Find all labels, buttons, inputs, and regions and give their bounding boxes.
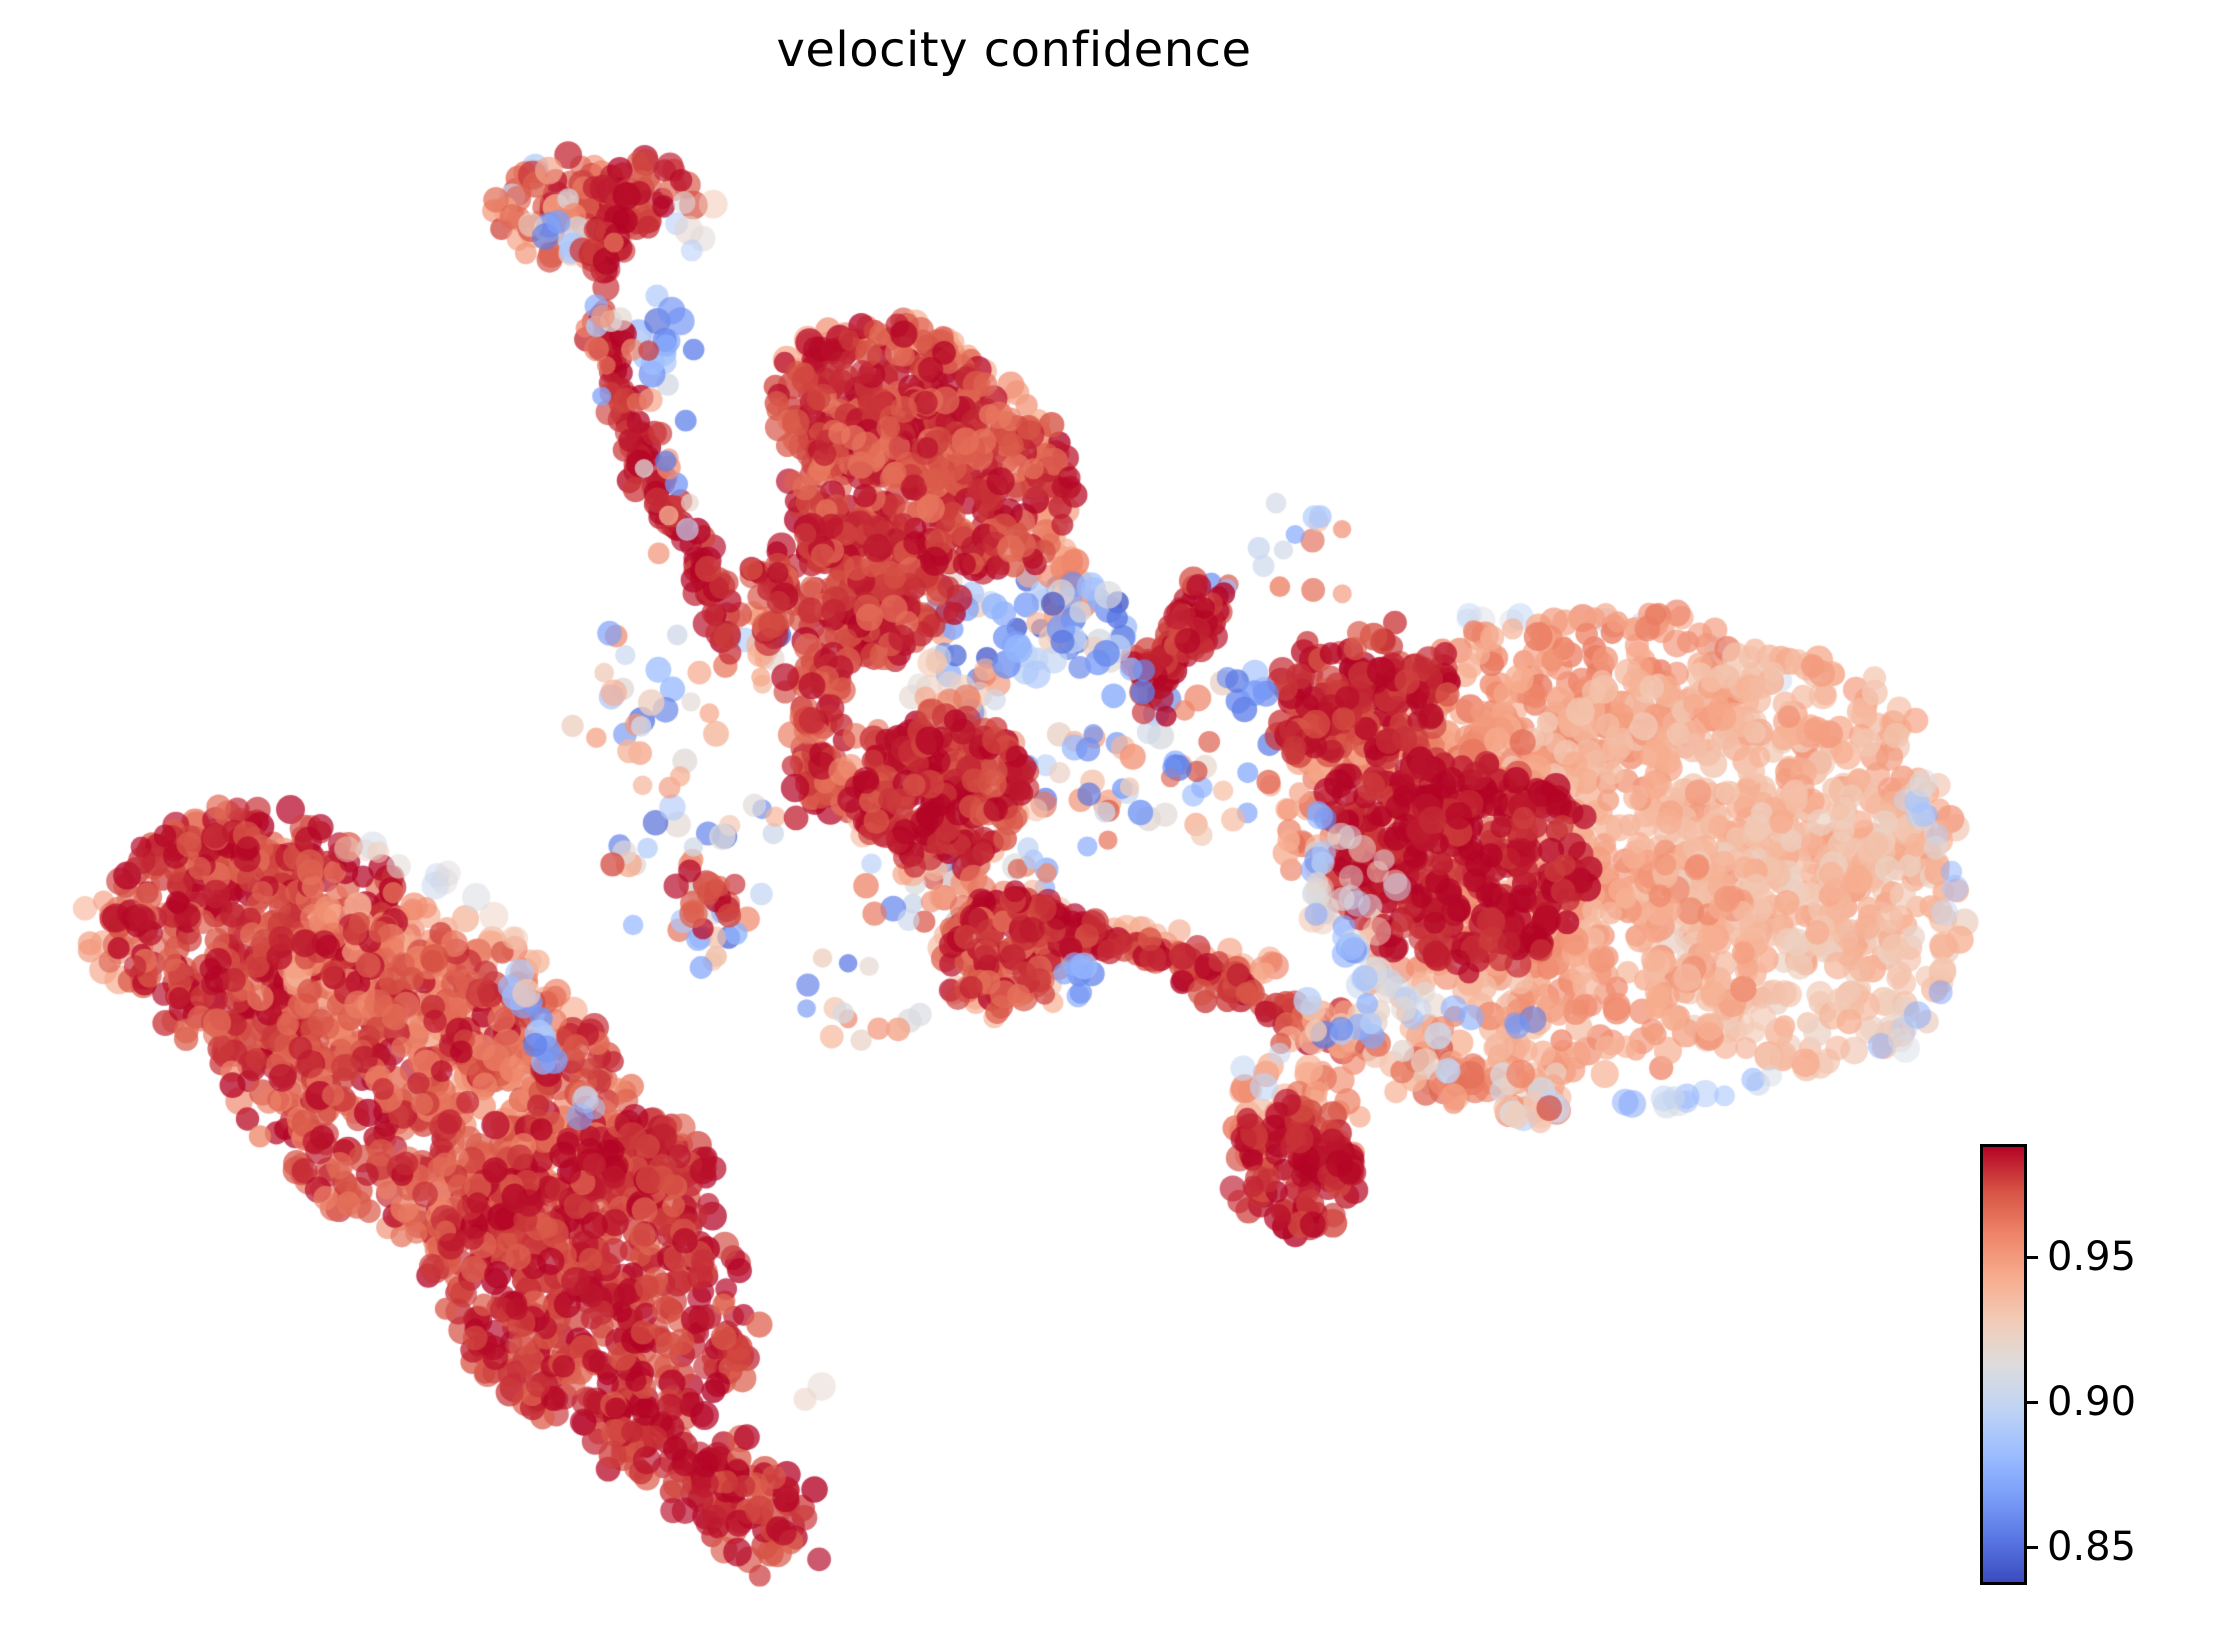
chart-title: velocity confidence xyxy=(776,22,1252,78)
colorbar xyxy=(1980,1144,2027,1585)
colorbar-tick xyxy=(2027,1255,2038,1259)
colorbar-tick-label: 0.90 xyxy=(2047,1379,2137,1426)
colorbar-tick-label: 0.95 xyxy=(2047,1234,2137,1281)
colorbar-tick xyxy=(2027,1545,2038,1549)
colorbar-tick xyxy=(2027,1400,2038,1404)
colorbar-tick-label: 0.85 xyxy=(2047,1524,2137,1571)
colorbar-gradient xyxy=(1980,1144,2027,1585)
